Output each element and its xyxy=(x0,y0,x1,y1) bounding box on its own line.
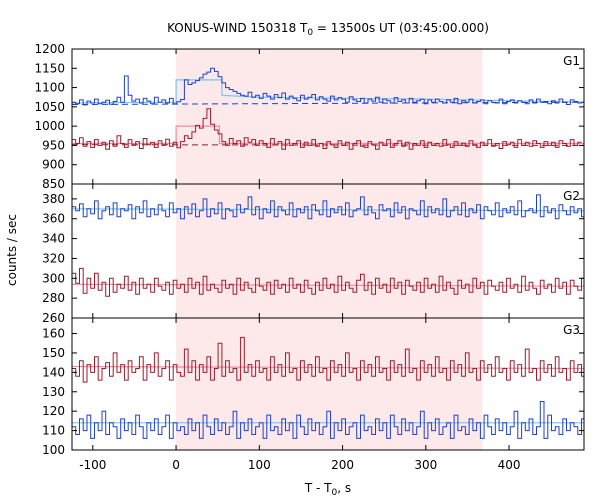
panel-1-baseline-2 xyxy=(72,144,584,146)
panel-2-y-tick-label: 280 xyxy=(42,291,65,305)
panel-2-label: G2 xyxy=(563,189,580,203)
panel-1-y-tick-label: 900 xyxy=(42,158,65,172)
panel-3-y-tick-label: 140 xyxy=(42,365,65,379)
panel-3-y-tick-label: 130 xyxy=(42,385,65,399)
panel-2-series-1 xyxy=(72,194,584,220)
x-axis-label: T - T0, s xyxy=(304,481,351,498)
panel-1-y-tick-label: 1100 xyxy=(34,81,65,95)
panel-1-fit-line-2 xyxy=(72,125,584,145)
panel-3-y-tick-label: 160 xyxy=(42,327,65,341)
panel-1-y-tick-label: 1200 xyxy=(34,42,65,56)
x-tick-label: 200 xyxy=(331,458,354,472)
panel-2-series-2 xyxy=(72,267,584,297)
panel-1-y-tick-label: 1050 xyxy=(34,100,65,114)
panel-1-y-tick-label: 950 xyxy=(42,138,65,152)
panel-2-y-tick-label: 260 xyxy=(42,311,65,325)
panel-1-y-tick-label: 1150 xyxy=(34,61,65,75)
panel-1-label: G1 xyxy=(563,54,580,68)
panel-3-frame xyxy=(71,317,585,451)
x-tick-label: 0 xyxy=(172,458,180,472)
panel-3-y-tick-label: 100 xyxy=(42,443,65,457)
panel-2-y-tick-label: 380 xyxy=(42,192,65,206)
panel-2-y-tick-label: 300 xyxy=(42,271,65,285)
x-tick-label: -100 xyxy=(79,458,106,472)
panel-3-y-tick-label: 110 xyxy=(42,424,65,438)
panel-3-y-tick-label: 150 xyxy=(42,346,65,360)
panel-1-y-tick-label: 1000 xyxy=(34,119,65,133)
panel-1-baseline-1 xyxy=(72,101,584,106)
panel-3-series-2 xyxy=(72,401,584,439)
y-axis-label: counts / sec xyxy=(5,214,19,286)
panel-1-y-tick-label: 850 xyxy=(42,177,65,191)
panel-1-fit-line-1 xyxy=(72,79,584,104)
panel-3-y-tick-label: 120 xyxy=(42,404,65,418)
x-tick-label: 300 xyxy=(414,458,437,472)
panel-2-y-tick-label: 340 xyxy=(42,232,65,246)
panel-2-y-tick-label: 360 xyxy=(42,212,65,226)
x-tick-label: 100 xyxy=(248,458,271,472)
x-tick-label: 400 xyxy=(498,458,521,472)
shaded-interval xyxy=(176,49,483,450)
plot-layer: 85090095010001050110011501200G1260280300… xyxy=(34,42,585,472)
panel-3-label: G3 xyxy=(563,323,580,337)
panel-3-series-1 xyxy=(72,336,584,383)
panel-1-series-1 xyxy=(72,67,584,106)
panel-2-y-tick-label: 320 xyxy=(42,251,65,265)
chart-title: KONUS-WIND 150318 T0 = 13500s UT (03:45:… xyxy=(167,21,489,38)
